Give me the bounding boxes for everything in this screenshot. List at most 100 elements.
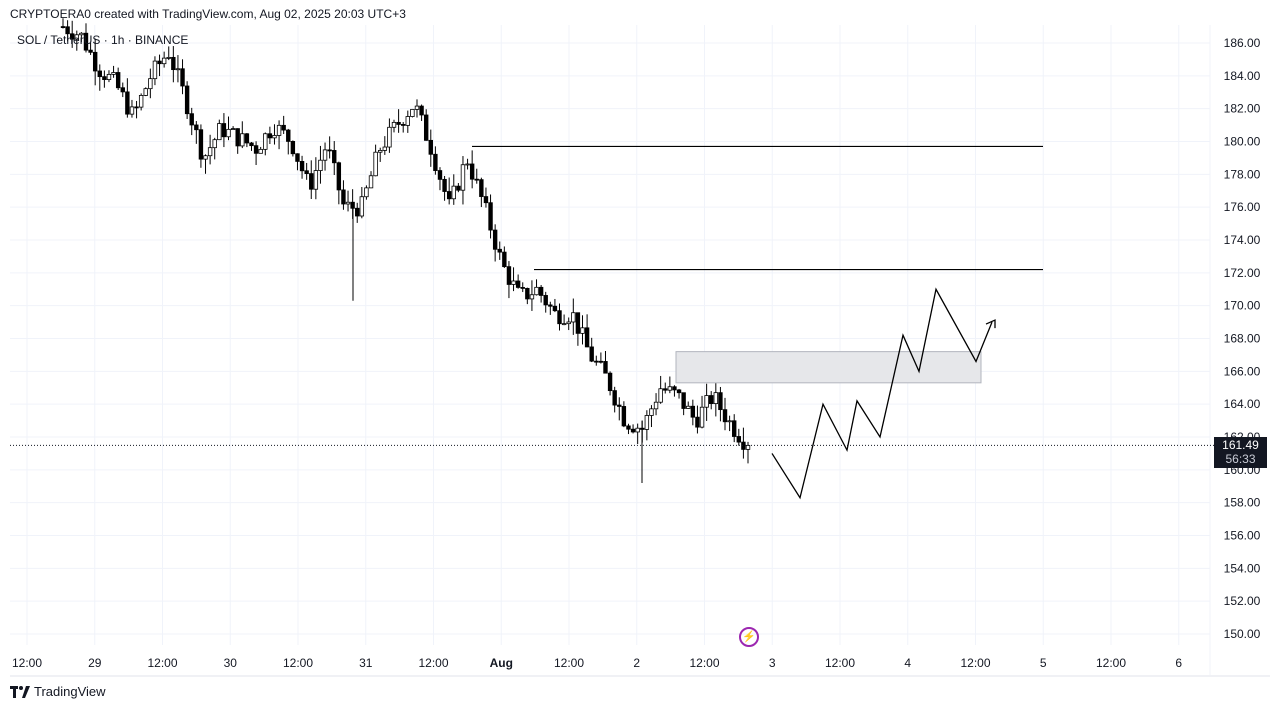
x-tick-label: 30	[224, 656, 238, 670]
candle-body	[166, 56, 171, 59]
candle-body	[382, 146, 388, 151]
candle-body	[469, 163, 475, 180]
x-axis: 12:00 29 12:00 30 12:00 31 12:00 Aug 12:00 2 12:00…	[12, 656, 1182, 670]
candle-body	[336, 162, 342, 191]
candle-body	[276, 124, 282, 136]
candle-body	[304, 170, 309, 175]
candle-body	[83, 32, 89, 51]
symbol-label[interactable]: SOL / TetherUS · 1h · BINANCE	[17, 33, 189, 47]
candle-body	[433, 153, 438, 171]
x-tick-label: 6	[1175, 656, 1182, 670]
candle-body	[396, 121, 401, 125]
candle-body	[548, 304, 553, 307]
candle-body	[157, 60, 162, 65]
candle-body	[221, 123, 227, 138]
candle-body	[88, 49, 93, 53]
brand-name: TradingView	[34, 684, 106, 699]
candle-body	[355, 207, 360, 217]
candle-body	[571, 312, 576, 323]
y-tick-label: 150.00	[1224, 627, 1261, 641]
last-price-tag: 161.49 56:33	[1214, 437, 1267, 468]
bar-countdown: 56:33	[1225, 452, 1256, 466]
candle-body	[378, 150, 383, 153]
candle-body	[607, 372, 613, 392]
x-tick-label: 12:00	[12, 656, 42, 670]
projection-path	[771, 287, 993, 500]
drawings	[10, 145, 1214, 500]
candle-body	[704, 395, 709, 408]
candle-body	[405, 116, 410, 126]
x-tick-label: 12:00	[689, 656, 719, 670]
candle-body	[175, 68, 181, 71]
candle-body	[699, 406, 705, 428]
candles	[60, 18, 751, 483]
candle-body	[718, 392, 723, 411]
candle-body	[419, 105, 424, 116]
candle-body	[428, 139, 433, 155]
candle-body	[621, 406, 627, 427]
candle-body	[125, 91, 130, 115]
candle-body	[391, 121, 397, 128]
candle-body	[240, 133, 245, 147]
x-tick-label: 4	[904, 656, 911, 670]
candle-body	[345, 201, 351, 205]
candle-body	[672, 386, 677, 391]
candle-body	[479, 179, 484, 197]
candle-body	[492, 229, 498, 250]
candle-body	[410, 108, 415, 117]
candle-body	[465, 163, 470, 166]
candle-body	[194, 124, 199, 131]
candle-body	[313, 170, 319, 190]
candle-body	[511, 280, 516, 285]
candle-body	[598, 360, 604, 363]
candle-body	[617, 404, 622, 407]
candle-body	[745, 444, 751, 450]
candle-body	[653, 401, 659, 410]
candle-body	[446, 191, 452, 200]
x-tick-label: 31	[359, 656, 373, 670]
candle-body	[74, 34, 79, 40]
candle-body	[543, 295, 548, 306]
candle-body	[253, 145, 259, 154]
candle-body	[635, 427, 640, 433]
candle-body	[612, 390, 617, 406]
candle-body	[217, 123, 222, 141]
candle-body	[203, 155, 208, 160]
tradingview-branding[interactable]: TradingView	[10, 684, 106, 699]
candle-body	[483, 196, 489, 204]
candle-body	[235, 128, 240, 147]
candle-body	[442, 178, 447, 192]
candle-body	[359, 196, 365, 217]
candle-body	[97, 70, 102, 78]
x-tick-label: 12:00	[825, 656, 855, 670]
candle-body	[249, 142, 254, 147]
last-price: 161.49	[1222, 438, 1259, 452]
y-tick-label: 186.00	[1224, 36, 1261, 50]
x-tick-label: 2	[633, 656, 640, 670]
candle-body	[332, 150, 337, 164]
y-tick-label: 170.00	[1224, 299, 1261, 313]
candle-body	[189, 113, 194, 126]
candle-body	[295, 153, 300, 162]
candle-body	[387, 126, 392, 148]
candle-body	[106, 73, 112, 80]
candle-body	[649, 408, 654, 416]
candle-body	[102, 76, 107, 80]
candle-body	[364, 187, 369, 198]
y-tick-label: 156.00	[1224, 529, 1261, 543]
chart-attribution: CRYPTOERA0 created with TradingView.com,…	[10, 7, 406, 21]
candle-body	[152, 60, 158, 80]
candle-body	[515, 280, 521, 288]
y-tick-label: 152.00	[1224, 594, 1261, 608]
candle-body	[580, 327, 585, 334]
candle-body	[520, 287, 525, 289]
candle-body	[290, 141, 296, 155]
y-tick-label: 178.00	[1224, 167, 1261, 181]
candle-body	[681, 392, 686, 409]
candle-body	[732, 420, 737, 437]
candle-body	[538, 286, 544, 296]
lightning-icon[interactable]: ⚡	[739, 627, 759, 647]
candle-body	[713, 392, 719, 405]
candle-body	[534, 286, 539, 296]
